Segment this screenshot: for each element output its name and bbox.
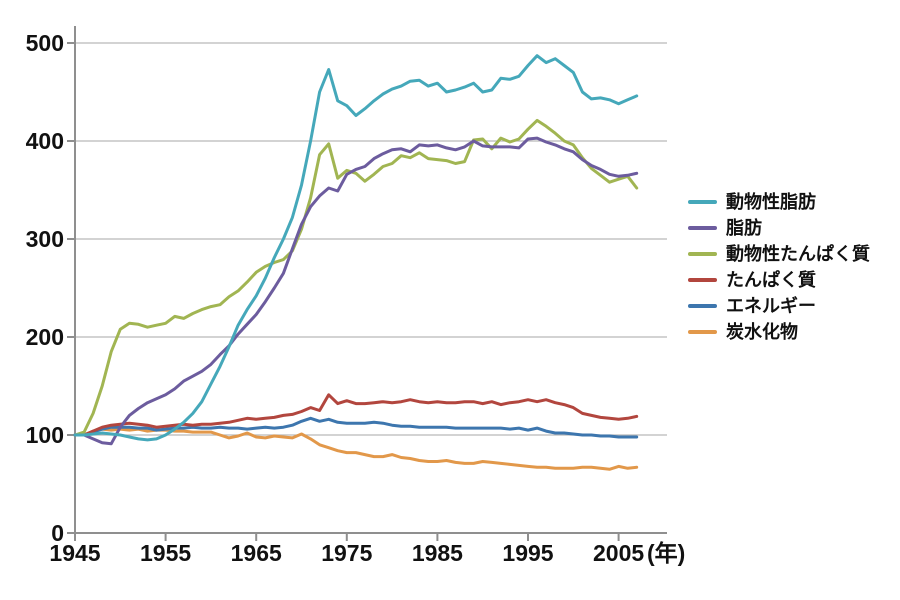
x-tick-label-1975: 1975: [321, 540, 372, 566]
y-tick-label-100: 100: [26, 422, 64, 448]
y-tick-label-200: 200: [26, 324, 64, 350]
legend-label: 動物性たんぱく質: [726, 244, 870, 264]
legend-swatch-icon: [688, 252, 717, 256]
axis-labels: 0 100 200 300 400 500 1945 1955 1965 1975 1985 1995…: [26, 30, 645, 566]
y-tick-label-300: 300: [26, 226, 64, 252]
legend-item: エネルギー: [688, 293, 870, 319]
series-line-たんぱく質: [73, 393, 639, 437]
x-tick-label-1945: 1945: [49, 540, 100, 566]
legend-swatch-icon: [688, 330, 717, 334]
series-line-動物性脂肪: [73, 54, 639, 442]
legend-swatch-icon: [688, 278, 717, 282]
y-tick-label-400: 400: [26, 128, 64, 154]
x-tick-label-1985: 1985: [412, 540, 463, 566]
x-tick-label-1995: 1995: [502, 540, 553, 566]
series-line-炭水化物: [73, 427, 639, 471]
legend-item: 炭水化物: [688, 319, 870, 345]
x-tick-label-1955: 1955: [140, 540, 191, 566]
legend-swatch-icon: [688, 226, 717, 230]
y-tick-label-500: 500: [26, 30, 64, 56]
x-tick-label-2005: 2005: [593, 540, 644, 566]
axes: [67, 26, 667, 541]
series-line-動物性たんぱく質: [73, 118, 639, 437]
legend-item: 脂肪: [688, 215, 870, 241]
chart-legend: 動物性脂肪脂肪動物性たんぱく質 たんぱく質エネルギー炭水化物: [688, 189, 870, 345]
series-line-脂肪: [73, 136, 639, 446]
gridlines: [75, 42, 667, 436]
legend-item: 動物性たんぱく質: [688, 241, 870, 267]
x-tick-label-1965: 1965: [231, 540, 282, 566]
legend-label: エネルギー: [726, 296, 816, 316]
data-series: [73, 54, 639, 471]
x-axis-unit-label: (年): [647, 540, 685, 566]
legend-swatch-icon: [688, 304, 717, 308]
legend-item: 動物性脂肪: [688, 189, 870, 215]
legend-label: 動物性脂肪: [726, 192, 816, 212]
legend-label: 脂肪: [726, 218, 762, 238]
series-line-エネルギー: [73, 416, 639, 439]
legend-item: たんぱく質: [688, 267, 870, 293]
legend-label: 炭水化物: [726, 322, 798, 342]
legend-swatch-icon: [688, 200, 717, 204]
y-tick-label-0: 0: [51, 520, 64, 546]
legend-label: たんぱく質: [726, 270, 816, 290]
